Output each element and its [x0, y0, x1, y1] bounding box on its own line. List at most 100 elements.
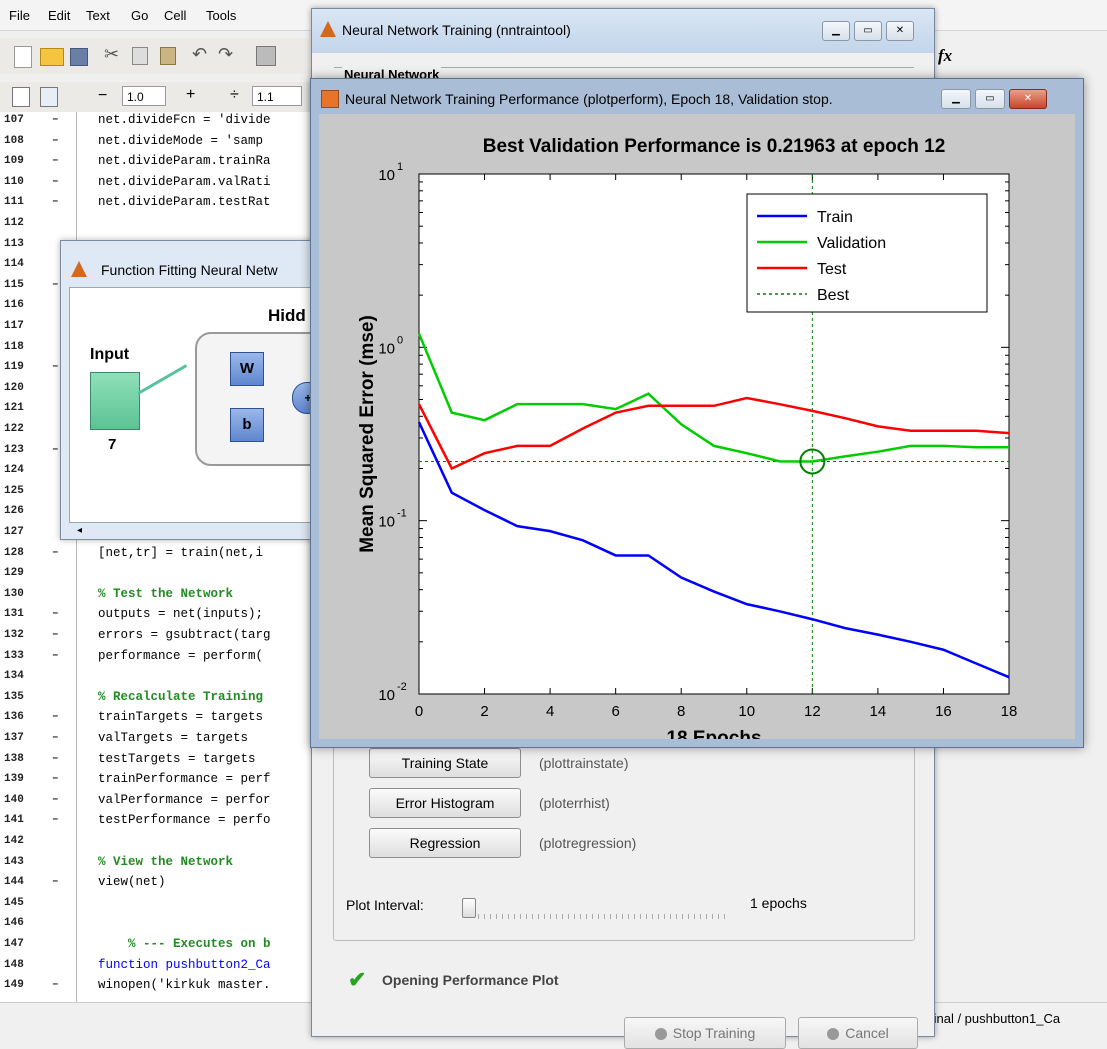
breakpoint-dash[interactable]: – — [52, 608, 59, 621]
menu-edit[interactable]: Edit — [48, 8, 71, 23]
minimize-button[interactable]: ▁ — [822, 21, 850, 41]
code-line[interactable]: testPerformance = perfo — [98, 813, 271, 828]
breakpoint-dash[interactable]: – — [52, 114, 59, 126]
breakpoint-dash[interactable]: – — [52, 196, 59, 209]
code-line[interactable]: view(net) — [98, 875, 166, 890]
new-file-icon[interactable] — [14, 46, 32, 68]
line-number: 132 — [4, 629, 24, 641]
breakpoint-dash[interactable]: – — [52, 175, 59, 188]
breakpoint-dash[interactable]: – — [52, 732, 59, 744]
paste-icon[interactable] — [160, 47, 176, 65]
close-button[interactable]: ✕ — [886, 21, 914, 41]
code-line[interactable]: trainPerformance = perf — [98, 772, 271, 787]
insert-cell-icon[interactable] — [12, 87, 30, 107]
menu-file[interactable]: File — [9, 8, 30, 23]
breakpoint-dash[interactable]: – — [52, 629, 59, 641]
cancel-button[interactable]: Cancel — [798, 1017, 918, 1049]
error-histogram-fn: (ploterrhist) — [539, 795, 610, 811]
function-bar: fx — [920, 38, 1107, 78]
regression-button[interactable]: Regression — [369, 828, 521, 858]
y-tick-base: 10 — [378, 514, 395, 531]
decrement-button[interactable]: − — [98, 87, 108, 104]
line-number: 133 — [4, 649, 24, 662]
menu-go[interactable]: Go — [131, 8, 149, 23]
line-number: 125 — [4, 484, 24, 497]
performance-chart: Best Validation Performance is 0.21963 a… — [357, 136, 1017, 739]
training-state-button[interactable]: Training State — [369, 748, 521, 778]
breakpoint-dash[interactable]: – — [52, 773, 59, 786]
fx-icon[interactable]: fx — [938, 46, 953, 65]
breakpoint-dash[interactable]: – — [52, 443, 59, 456]
stop-training-button[interactable]: Stop Training — [624, 1017, 786, 1049]
divide-button[interactable]: ÷ — [230, 86, 239, 103]
line-number: 138 — [4, 752, 24, 765]
breakpoint-dash[interactable]: – — [52, 134, 59, 147]
cut-icon[interactable]: ✂ — [104, 44, 120, 64]
undo-icon[interactable]: ↶ — [192, 44, 208, 64]
scroll-left-icon[interactable]: ◂ — [77, 525, 83, 536]
breakpoint-dash[interactable]: – — [52, 814, 59, 827]
menu-cell[interactable]: Cell — [164, 8, 187, 23]
breakpoint-dash[interactable]: – — [52, 793, 59, 806]
code-line[interactable]: net.divideParam.testRat — [98, 195, 271, 210]
code-lines: 107 – net.divideFcn = 'divide 108 – net.divid… — [0, 112, 320, 1002]
slider-thumb[interactable] — [462, 898, 476, 918]
code-line[interactable]: valTargets = targets — [98, 731, 249, 745]
code-line[interactable]: performance = perform( — [98, 648, 264, 663]
y-tick-base: 10 — [378, 687, 395, 704]
hidden-layer-label: Hidd — [268, 306, 306, 325]
open-folder-icon[interactable] — [40, 48, 64, 66]
cancel-label: Cancel — [845, 1025, 889, 1041]
redo-icon[interactable]: ↷ — [218, 44, 234, 64]
cell-divider-icon[interactable] — [40, 87, 58, 107]
breakpoint-dash[interactable]: – — [52, 155, 59, 168]
series-line-validation — [417, 333, 1009, 463]
maximize-button[interactable]: ▭ — [854, 21, 882, 41]
increment-button[interactable]: + — [186, 86, 196, 103]
code-line[interactable]: valPerformance = perfor — [98, 792, 271, 807]
breakpoint-dash[interactable]: – — [52, 752, 59, 765]
code-line[interactable]: net.divideParam.valRati — [98, 174, 271, 189]
breakpoint-dash[interactable]: – — [52, 546, 59, 559]
copy-icon[interactable] — [132, 47, 148, 65]
breakpoint-dash[interactable]: – — [52, 711, 59, 724]
line-number: 109 — [4, 155, 24, 168]
perf-minimize-button[interactable]: ▁ — [941, 89, 971, 109]
divide-value-field[interactable]: 1.1 — [252, 86, 302, 106]
code-line[interactable]: net.divideFcn = 'divide — [98, 113, 271, 127]
line-number: 141 — [4, 814, 24, 827]
code-line[interactable]: [net,tr] = train(net,i — [98, 545, 264, 560]
code-line[interactable]: outputs = net(inputs); — [98, 607, 264, 622]
menu-tools[interactable]: Tools — [206, 8, 237, 23]
code-line[interactable]: % Test the Network — [98, 586, 234, 601]
print-icon[interactable] — [256, 46, 276, 66]
line-number: 118 — [4, 340, 24, 353]
perf-close-button[interactable]: ✕ — [1009, 89, 1047, 109]
code-line[interactable]: % View the Network — [98, 854, 234, 869]
code-line[interactable]: errors = gsubtract(targ — [98, 628, 271, 642]
increment-value-field[interactable]: 1.0 — [122, 86, 166, 106]
breakpoint-dash[interactable]: – — [52, 278, 59, 291]
code-line[interactable]: function pushbutton2_Ca — [98, 957, 271, 972]
code-line[interactable]: % Recalculate Training — [98, 689, 264, 704]
code-line[interactable]: net.divideParam.trainRa — [98, 154, 271, 169]
x-axis-label: 18 Epochs — [666, 728, 761, 739]
legend-label-best: Best — [817, 287, 850, 304]
plot-interval-slider[interactable] — [462, 896, 734, 920]
code-line[interactable]: trainTargets = targets — [98, 710, 264, 725]
breakpoint-dash[interactable]: – — [52, 979, 59, 992]
menu-text[interactable]: Text — [86, 8, 110, 23]
line-number: 135 — [4, 690, 24, 703]
figure-canvas: Best Validation Performance is 0.21963 a… — [319, 114, 1075, 739]
breakpoint-dash[interactable]: – — [52, 876, 59, 889]
code-line[interactable]: % --- Executes on b — [98, 937, 271, 951]
code-line[interactable]: winopen('kirkuk master. — [98, 978, 271, 993]
code-line[interactable]: net.divideMode = 'samp — [98, 133, 264, 148]
breakpoint-dash[interactable]: – — [52, 361, 59, 374]
error-histogram-button[interactable]: Error Histogram — [369, 788, 521, 818]
perf-maximize-button[interactable]: ▭ — [975, 89, 1005, 109]
code-line[interactable]: testTargets = targets — [98, 751, 256, 766]
save-icon[interactable] — [70, 48, 88, 66]
breakpoint-dash[interactable]: – — [52, 649, 59, 662]
line-number: 128 — [4, 546, 24, 559]
